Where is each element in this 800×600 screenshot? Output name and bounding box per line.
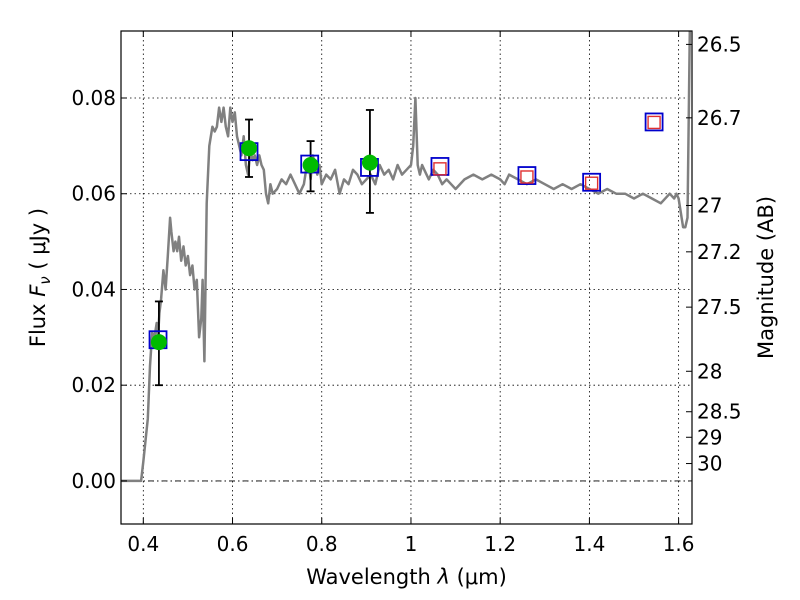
grid: [121, 31, 692, 524]
plot-frame: [120, 30, 693, 525]
magnitude-tick-label: 26.7: [697, 106, 742, 130]
x-tick-label: 1: [405, 532, 418, 556]
model-photometry-square: [644, 112, 664, 132]
y-axis-label-prefix: Flux: [26, 297, 50, 347]
y-axis-label-symbol: F: [26, 284, 50, 297]
magnitude-tick-label: 28.5: [697, 400, 742, 424]
photometry-point: [302, 157, 319, 174]
model-spectrum: [121, 30, 692, 483]
y-axis-label: Flux Fν ( μJy ): [26, 208, 54, 347]
observed-upper-square: [433, 162, 447, 176]
x-tick-label: 1.2: [484, 532, 516, 556]
ticks: 0.4 0.6 0.8 1 1.2 1.4 1.6 0.00 0.02 0.04 0.06 0.08 2…: [71, 31, 742, 556]
y-axis-label-unit: ( μJy ): [26, 208, 50, 276]
magnitude-tick-label: 27.5: [697, 295, 742, 319]
y-tick-label: 0.04: [71, 277, 116, 301]
magnitude-tick-label: 27.2: [697, 240, 742, 264]
magnitude-tick-label: 30: [697, 452, 722, 476]
y-tick-label: 0.00: [71, 469, 116, 493]
error-bars: [154, 109, 374, 387]
x-axis-label-symbol: λ: [436, 565, 449, 589]
observed-upper-square: [520, 170, 534, 184]
model-photometry-square: [582, 172, 602, 192]
y-tick-label: 0.02: [71, 373, 116, 397]
magnitude-tick-label: 28: [697, 359, 722, 383]
x-tick-label: 1.4: [573, 532, 605, 556]
magnitude-tick-label: 29: [697, 425, 722, 449]
x-tick-label: 0.4: [127, 532, 159, 556]
y-axis-label-subscript: ν: [36, 276, 54, 284]
model-photometry-square: [517, 166, 537, 185]
observed-upper-square: [584, 176, 599, 190]
model-spectrum-line: [121, 30, 692, 483]
x-tick-label: 0.6: [217, 532, 249, 556]
observed-upper-square: [647, 115, 661, 130]
x-axis-label-prefix: Wavelength: [306, 565, 437, 589]
photometry-squares: [148, 112, 664, 350]
x-axis-label-unit: (μm): [450, 565, 507, 589]
magnitude-tick-label: 27: [697, 193, 722, 217]
photometry-point: [150, 334, 167, 351]
photometry-points: [150, 140, 378, 351]
photometry-point: [241, 140, 258, 157]
y-tick-label: 0.06: [71, 182, 116, 206]
magnitude-axis-label: Magnitude (AB): [754, 196, 778, 359]
x-axis-label: Wavelength λ (μm): [306, 565, 507, 589]
x-tick-label: 0.8: [306, 532, 338, 556]
y-tick-label: 0.08: [71, 86, 116, 110]
photometry-point: [361, 154, 378, 171]
x-tick-label: 1.6: [663, 532, 695, 556]
magnitude-tick-label: 26.5: [697, 32, 742, 56]
